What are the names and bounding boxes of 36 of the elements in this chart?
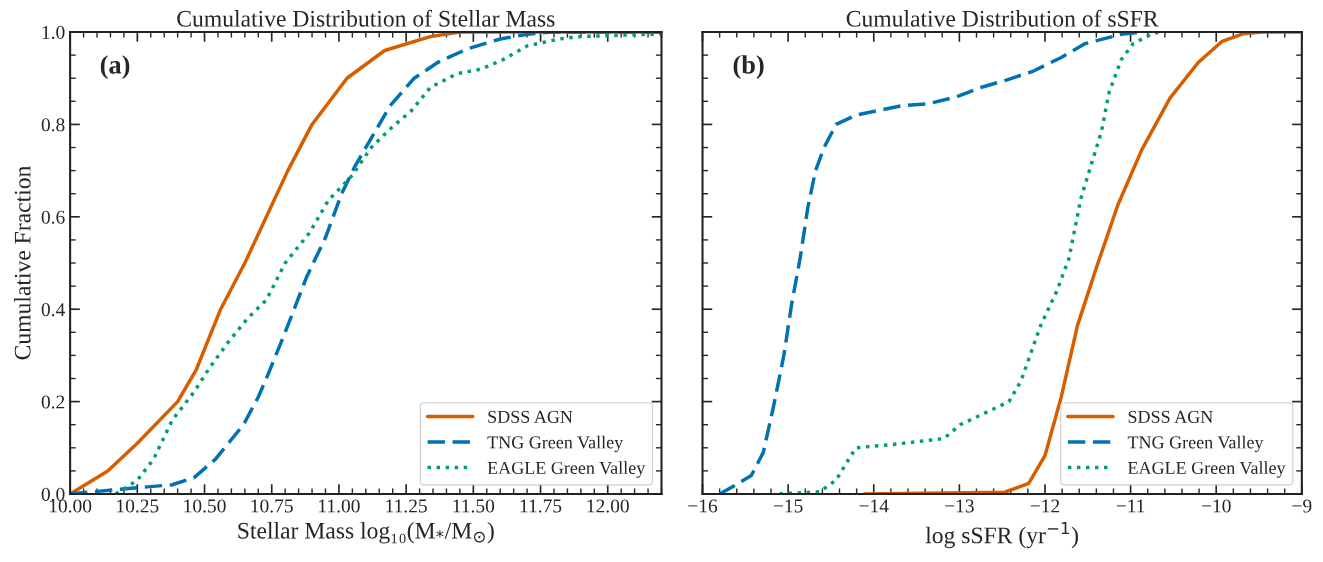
x-tick-label: 10.50 [184,499,226,513]
x-tick-label: −12 [1030,499,1060,513]
x-tick-label: −10 [1201,499,1231,513]
y-tick-label: 0.6 [41,210,65,224]
y-axis-title: Cumulative Fraction [13,166,31,360]
legend-label: SDSS AGN [1128,410,1213,423]
x-tick-label: 10.25 [117,499,159,513]
x-tick-label: 10.00 [49,499,92,513]
chart-title: Cumulative Distribution of sSFR [846,9,1159,27]
x-tick-label: 11.00 [319,499,360,513]
annotation: (b) [733,55,764,80]
x-tick-label: −13 [945,499,974,513]
x-tick-label: −14 [859,499,889,513]
x-tick-label: −9 [1292,499,1312,513]
x-tick-label: 11.50 [453,499,495,513]
chart-title: Cumulative Distribution of Stellar Mass [177,9,555,27]
legend-label: EAGLE Green Valley [487,461,646,478]
legend-label: TNG Green Valley [487,435,624,453]
x-tick-label: −11 [1116,499,1145,513]
x-tick-label: −15 [773,499,803,513]
x-tick-label: 12.00 [587,499,629,513]
y-tick-label: 1.0 [42,25,65,40]
x-axis-title: log sSFR (yr$^{−1}$) [925,522,1078,549]
legend-label: SDSS AGN [488,410,573,423]
x-axis-title: Stellar Mass log₁₀(M$_{*}$/M$_{⊙}$) [238,522,494,544]
x-tick-label: 11.25 [386,499,427,513]
annotation: (a) [100,55,130,80]
y-tick-label: 0.0 [41,487,65,502]
x-tick-label: 10.75 [251,499,293,513]
x-tick-label: −16 [688,499,718,513]
y-tick-label: 0.8 [41,118,65,132]
x-tick-label: 11.75 [520,499,562,513]
legend-label: EAGLE Green Valley [1128,461,1286,478]
y-tick-label: 0.2 [41,395,65,409]
legend-label: TNG Green Valley [1127,435,1264,453]
y-tick-label: 0.4 [41,303,65,317]
